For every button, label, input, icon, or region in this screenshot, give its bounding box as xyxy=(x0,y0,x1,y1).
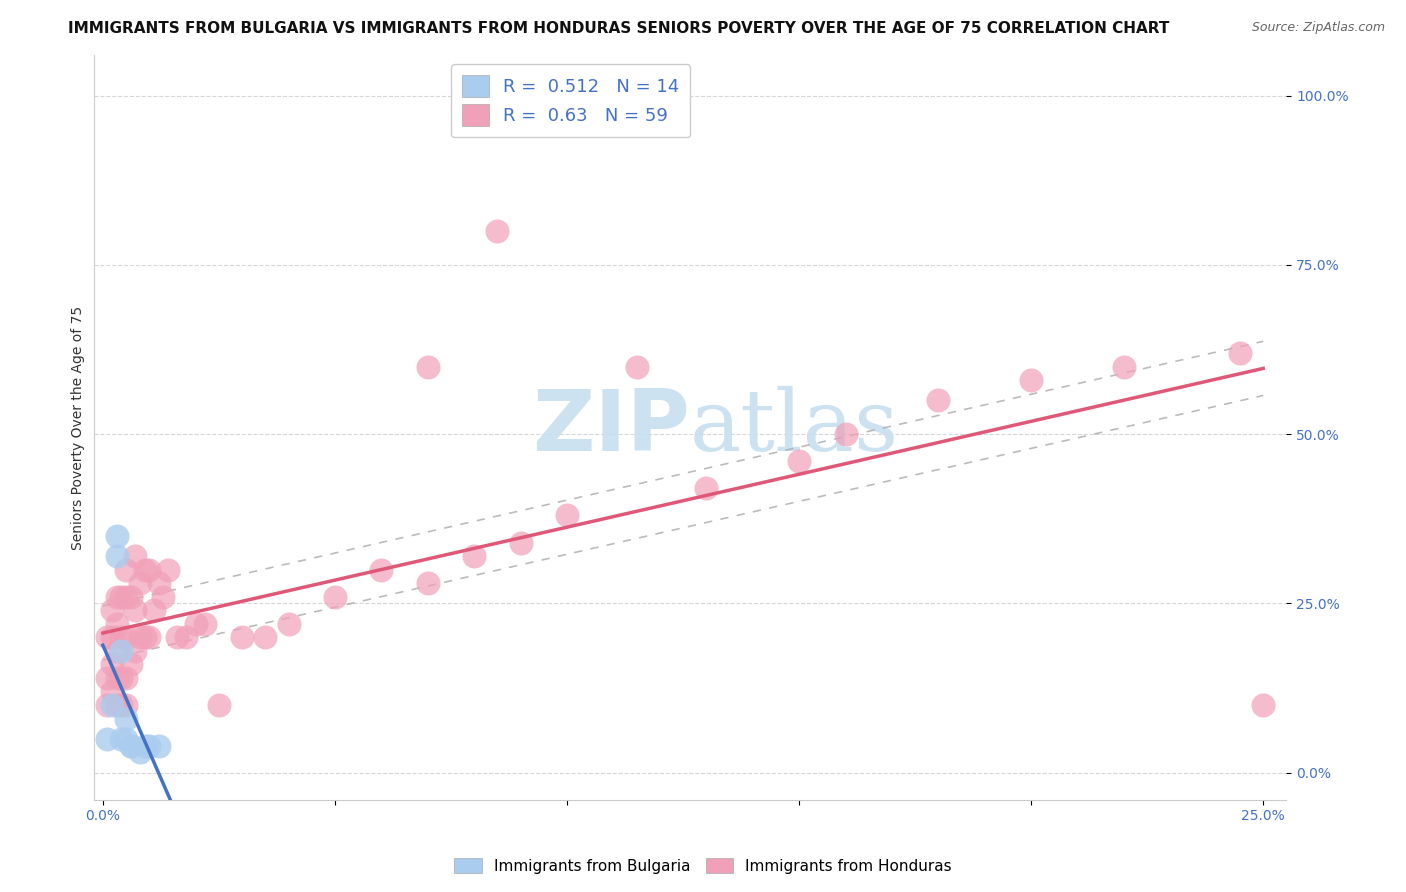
Point xyxy=(120,590,142,604)
Point xyxy=(156,563,179,577)
Point xyxy=(110,671,132,685)
Point xyxy=(1112,359,1135,374)
Point xyxy=(124,549,146,563)
Point xyxy=(105,590,128,604)
Point xyxy=(142,603,165,617)
Point xyxy=(323,590,346,604)
Point xyxy=(124,603,146,617)
Legend: R =  0.512   N = 14, R =  0.63   N = 59: R = 0.512 N = 14, R = 0.63 N = 59 xyxy=(451,64,690,137)
Point xyxy=(105,698,128,712)
Point xyxy=(120,739,142,753)
Point xyxy=(110,731,132,746)
Point xyxy=(134,563,156,577)
Point xyxy=(555,508,578,523)
Point xyxy=(124,644,146,658)
Point xyxy=(148,739,170,753)
Point xyxy=(101,630,124,644)
Point xyxy=(105,644,128,658)
Point xyxy=(105,549,128,563)
Point xyxy=(416,576,439,591)
Point xyxy=(277,616,299,631)
Point xyxy=(129,630,152,644)
Point xyxy=(787,454,810,468)
Point xyxy=(115,630,138,644)
Point xyxy=(115,712,138,726)
Point xyxy=(96,671,118,685)
Point xyxy=(110,630,132,644)
Point xyxy=(101,657,124,672)
Point xyxy=(194,616,217,631)
Point xyxy=(695,482,717,496)
Text: Source: ZipAtlas.com: Source: ZipAtlas.com xyxy=(1251,21,1385,34)
Point xyxy=(110,644,132,658)
Point xyxy=(134,739,156,753)
Point xyxy=(834,427,856,442)
Point xyxy=(152,590,174,604)
Legend: Immigrants from Bulgaria, Immigrants from Honduras: Immigrants from Bulgaria, Immigrants fro… xyxy=(449,852,957,880)
Point xyxy=(115,698,138,712)
Text: ZIP: ZIP xyxy=(533,386,690,469)
Point xyxy=(115,731,138,746)
Point xyxy=(129,745,152,759)
Point xyxy=(166,630,188,644)
Point xyxy=(176,630,198,644)
Point xyxy=(134,630,156,644)
Point xyxy=(486,224,509,238)
Y-axis label: Seniors Poverty Over the Age of 75: Seniors Poverty Over the Age of 75 xyxy=(72,305,86,549)
Point xyxy=(463,549,485,563)
Point xyxy=(254,630,277,644)
Point xyxy=(138,630,160,644)
Point xyxy=(148,576,170,591)
Point xyxy=(509,535,531,549)
Point xyxy=(120,657,142,672)
Point xyxy=(110,590,132,604)
Point xyxy=(184,616,207,631)
Point xyxy=(115,590,138,604)
Point xyxy=(101,603,124,617)
Point xyxy=(416,359,439,374)
Point xyxy=(129,576,152,591)
Point xyxy=(101,684,124,698)
Point xyxy=(1019,373,1042,387)
Point xyxy=(115,563,138,577)
Point xyxy=(927,393,949,408)
Point xyxy=(1229,346,1251,360)
Text: atlas: atlas xyxy=(690,386,900,469)
Text: IMMIGRANTS FROM BULGARIA VS IMMIGRANTS FROM HONDURAS SENIORS POVERTY OVER THE AG: IMMIGRANTS FROM BULGARIA VS IMMIGRANTS F… xyxy=(67,21,1170,36)
Point xyxy=(138,563,160,577)
Point xyxy=(96,630,118,644)
Point xyxy=(115,671,138,685)
Point xyxy=(120,739,142,753)
Point xyxy=(370,563,392,577)
Point xyxy=(96,698,118,712)
Point xyxy=(105,616,128,631)
Point xyxy=(105,529,128,543)
Point xyxy=(110,698,132,712)
Point xyxy=(101,698,124,712)
Point xyxy=(231,630,253,644)
Point xyxy=(208,698,231,712)
Point xyxy=(96,731,118,746)
Point xyxy=(1251,698,1274,712)
Point xyxy=(138,739,160,753)
Point xyxy=(626,359,648,374)
Point xyxy=(105,671,128,685)
